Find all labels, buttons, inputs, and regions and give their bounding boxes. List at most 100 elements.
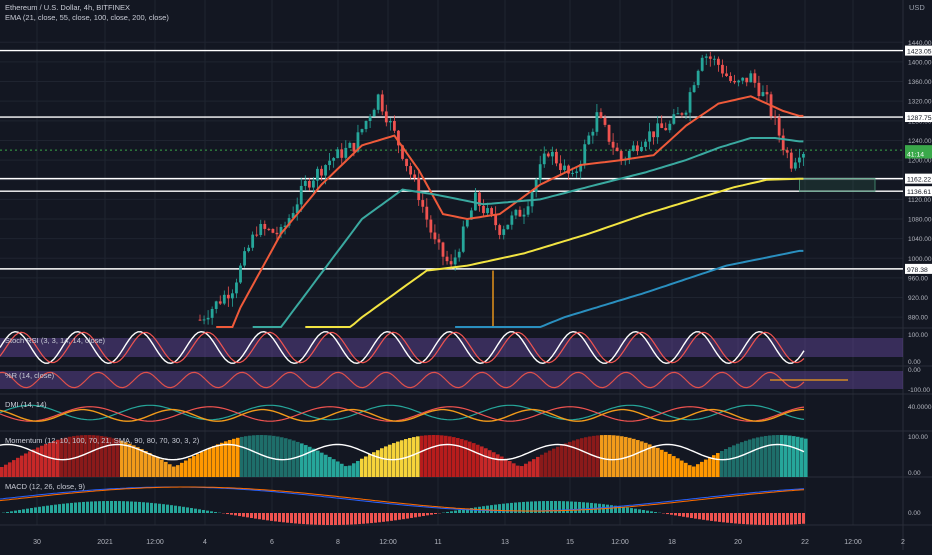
candle-body (223, 295, 226, 304)
macd-bar (506, 503, 509, 513)
momentum-bar (428, 435, 432, 477)
momentum-bar (120, 441, 124, 477)
candle-body (462, 227, 465, 252)
candle-body (745, 78, 748, 83)
momentum-bar (588, 436, 592, 477)
momentum-bar (552, 449, 556, 477)
momentum-bar (676, 458, 680, 477)
x-tick-label: 12:00 (611, 539, 629, 546)
candle-body (381, 94, 384, 111)
macd-bar (682, 513, 685, 517)
stoch-rsi-label: Stoch RSI (3, 3, 14, 14, close) (5, 336, 105, 345)
macd-bar (166, 505, 169, 513)
momentum-bar (724, 449, 728, 477)
candle-body (316, 169, 319, 181)
y-tick-label: 960.00 (908, 275, 928, 282)
macd-bar (354, 513, 357, 524)
macd-bar (278, 513, 281, 522)
candles (199, 52, 805, 325)
macd-bar (298, 513, 301, 524)
macd-bar (770, 513, 773, 525)
candle-body (677, 113, 680, 114)
momentum-bar (692, 467, 696, 477)
macd-bar (338, 513, 341, 525)
momentum-bar (764, 436, 768, 477)
macd-bar (730, 513, 733, 523)
macd-bar (142, 502, 145, 513)
macd-bar (690, 513, 693, 518)
macd-bar (698, 513, 701, 519)
candle-body (438, 239, 441, 242)
candle-body (596, 112, 599, 132)
macd-bar (378, 513, 381, 522)
candle-body (203, 319, 206, 320)
momentum-bar (200, 452, 204, 477)
momentum-bar (516, 466, 520, 477)
momentum-bar (0, 467, 4, 477)
momentum-bar (8, 462, 12, 477)
momentum-bar (320, 453, 324, 477)
macd-bar (230, 513, 233, 515)
macd-bar (174, 506, 177, 513)
macd-bar (102, 501, 105, 513)
momentum-bar (348, 466, 352, 477)
price-label: 978.38 (907, 267, 928, 274)
candle-body (539, 164, 542, 180)
momentum-bar (508, 461, 512, 477)
momentum-bar (328, 457, 332, 477)
x-tick-label: 2 (901, 539, 905, 546)
macd-bar (106, 501, 109, 513)
momentum-bar (668, 454, 672, 477)
macd-bar (14, 511, 17, 513)
macd-bar (758, 513, 761, 525)
macd-bar (558, 501, 561, 513)
macd-bar (426, 513, 429, 515)
momentum-bar (20, 456, 24, 477)
candle-body (713, 59, 716, 60)
macd-bar (422, 513, 425, 516)
momentum-bar (40, 446, 44, 477)
candle-body (365, 121, 368, 129)
candle-body (219, 301, 222, 303)
momentum-bar (464, 440, 468, 477)
candle-body (247, 248, 250, 251)
macd-bar (306, 513, 309, 524)
macd-bar (486, 506, 489, 513)
momentum-bar (492, 452, 496, 477)
momentum-bar (476, 445, 480, 477)
momentum-bar (420, 436, 424, 477)
momentum-bar (688, 465, 692, 477)
macd-bar (38, 507, 41, 513)
macd-bar (238, 513, 241, 516)
momentum-bar (728, 447, 732, 477)
momentum-bar (228, 440, 232, 477)
momentum-bar (432, 435, 436, 477)
candle-body (482, 206, 485, 213)
candle-body (502, 229, 505, 235)
macd-bar (650, 511, 653, 513)
macd-bar (802, 513, 805, 524)
momentum-bar (436, 435, 440, 477)
momentum-bar (32, 449, 36, 477)
candle-body (466, 220, 469, 227)
momentum-bar (300, 443, 304, 477)
y-tick-label: 1040.00 (908, 236, 932, 243)
momentum-bar (576, 439, 580, 477)
momentum-bar (336, 461, 340, 477)
momentum-bar (220, 443, 224, 477)
momentum-bar (268, 435, 272, 477)
momentum-bar (564, 443, 568, 477)
momentum-bar (344, 466, 348, 477)
macd-bar (22, 509, 25, 513)
macd-bar (322, 513, 325, 525)
y-tick-label: 1320.00 (908, 99, 932, 106)
momentum-bar (180, 463, 184, 477)
candle-body (766, 92, 769, 94)
macd-bar (714, 513, 717, 521)
candle-body (709, 56, 712, 58)
candle-body (644, 142, 647, 147)
momentum-bar (156, 457, 160, 477)
candle-body (320, 169, 323, 176)
